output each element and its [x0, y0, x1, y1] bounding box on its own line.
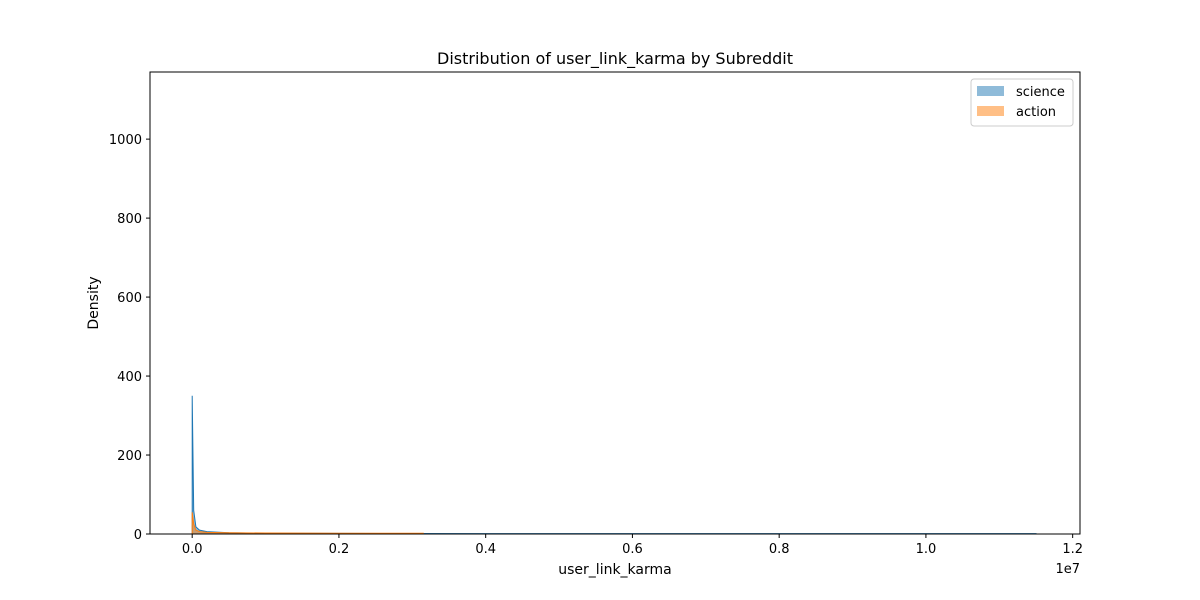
x-tick-label: 0.4 [475, 542, 496, 557]
x-axis-offset-text: 1e7 [1055, 562, 1080, 577]
series-area-science [191, 395, 1037, 535]
y-tick-label: 400 [117, 370, 142, 385]
y-tick-label: 800 [117, 212, 142, 227]
legend-label-science: science [1016, 85, 1065, 100]
legend-label-action: action [1016, 105, 1056, 120]
y-axis: 0 200 400 600 800 1000 [109, 133, 150, 543]
x-tick-label: 0.6 [622, 542, 643, 557]
y-tick-label: 1000 [109, 133, 142, 148]
chart-title: Distribution of user_link_karma by Subre… [437, 49, 793, 69]
x-axis-label: user_link_karma [558, 562, 671, 578]
legend: science action [970, 78, 1074, 127]
series-layer [191, 395, 1037, 535]
legend-swatch-science [977, 86, 1004, 96]
y-axis-label: Density [86, 276, 102, 329]
y-tick-label: 200 [117, 449, 142, 464]
x-tick-label: 1.0 [916, 542, 937, 557]
legend-swatch-action [977, 106, 1004, 116]
x-axis: 0.0 0.2 0.4 0.6 0.8 1.0 1.2 [182, 534, 1083, 557]
y-tick-label: 600 [117, 291, 142, 306]
series-area-action [191, 512, 424, 535]
axes-frame [149, 71, 1081, 535]
x-tick-label: 1.2 [1062, 542, 1083, 557]
x-tick-label: 0.2 [329, 542, 350, 557]
x-tick-label: 0.8 [769, 542, 790, 557]
y-tick-label: 0 [134, 528, 142, 543]
x-tick-label: 0.0 [182, 542, 203, 557]
